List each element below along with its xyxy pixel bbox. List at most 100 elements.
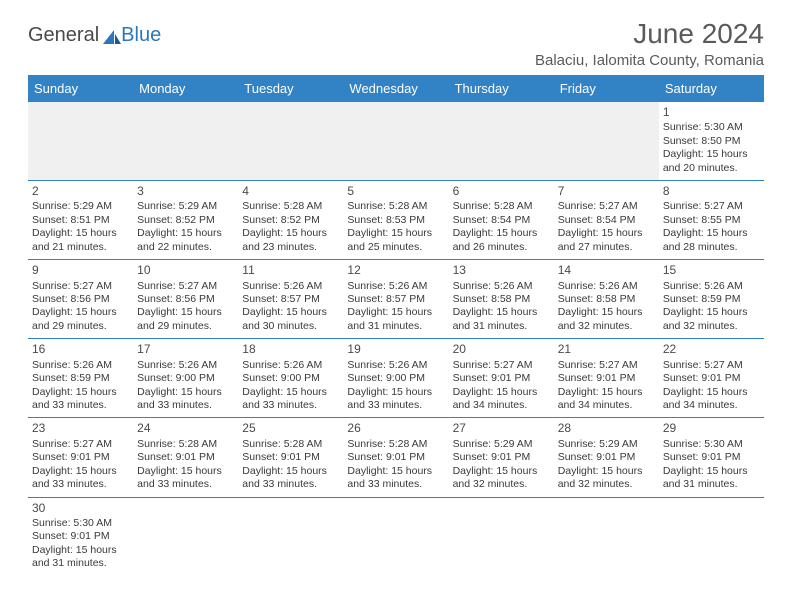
day-number: 1: [663, 105, 760, 120]
daylight-line: Daylight: 15 hours and 32 minutes.: [558, 306, 655, 333]
calendar-cell-empty: [449, 497, 554, 576]
daylight-line: Daylight: 15 hours and 33 minutes.: [137, 386, 234, 413]
daylight-line: Daylight: 15 hours and 30 minutes.: [242, 306, 339, 333]
day-number: 30: [32, 501, 129, 516]
day-number: 20: [453, 342, 550, 357]
calendar-cell: 13Sunrise: 5:26 AMSunset: 8:58 PMDayligh…: [449, 260, 554, 339]
sunset-line: Sunset: 8:52 PM: [242, 214, 339, 227]
sunrise-line: Sunrise: 5:26 AM: [347, 280, 444, 293]
sunset-line: Sunset: 8:59 PM: [663, 293, 760, 306]
calendar-cell-empty: [238, 497, 343, 576]
calendar-cell: 15Sunrise: 5:26 AMSunset: 8:59 PMDayligh…: [659, 260, 764, 339]
sunset-line: Sunset: 8:56 PM: [137, 293, 234, 306]
calendar-cell-empty: [554, 497, 659, 576]
calendar-cell: 16Sunrise: 5:26 AMSunset: 8:59 PMDayligh…: [28, 339, 133, 418]
day-number: 25: [242, 421, 339, 436]
calendar-head: SundayMondayTuesdayWednesdayThursdayFrid…: [28, 75, 764, 102]
sunset-line: Sunset: 8:54 PM: [453, 214, 550, 227]
calendar-cell: 29Sunrise: 5:30 AMSunset: 9:01 PMDayligh…: [659, 418, 764, 497]
sunset-line: Sunset: 8:51 PM: [32, 214, 129, 227]
sunset-line: Sunset: 9:01 PM: [32, 530, 129, 543]
calendar-cell-empty: [133, 102, 238, 181]
day-header-row: SundayMondayTuesdayWednesdayThursdayFrid…: [28, 75, 764, 102]
sunrise-line: Sunrise: 5:29 AM: [137, 200, 234, 213]
sunset-line: Sunset: 8:59 PM: [32, 372, 129, 385]
calendar-cell: 14 Sunrise: 5:26 AMSunset: 8:58 PMDayligh…: [554, 260, 659, 339]
daylight-line: Daylight: 15 hours and 33 minutes.: [347, 386, 444, 413]
sunset-line: Sunset: 9:01 PM: [242, 451, 339, 464]
calendar-cell: 23Sunrise: 5:27 AMSunset: 9:01 PMDayligh…: [28, 418, 133, 497]
daylight-line: Daylight: 15 hours and 32 minutes.: [453, 465, 550, 492]
sunset-line: Sunset: 9:00 PM: [242, 372, 339, 385]
sunrise-line: Sunrise: 5:26 AM: [453, 280, 550, 293]
logo-text-blue: Blue: [121, 24, 161, 47]
calendar-week: 30Sunrise: 5:30 AMSunset: 9:01 PMDayligh…: [28, 497, 764, 576]
daylight-line: Daylight: 15 hours and 31 minutes.: [663, 465, 760, 492]
calendar-cell: 12Sunrise: 5:26 AMSunset: 8:57 PMDayligh…: [343, 260, 448, 339]
calendar-cell-empty: [343, 102, 448, 181]
sunset-line: Sunset: 8:58 PM: [558, 293, 655, 306]
calendar-cell: 1Sunrise: 5:30 AMSunset: 8:50 PMDaylight…: [659, 102, 764, 181]
calendar-cell: 6Sunrise: 5:28 AMSunset: 8:54 PMDaylight…: [449, 181, 554, 260]
calendar-cell: 26Sunrise: 5:28 AMSunset: 9:01 PMDayligh…: [343, 418, 448, 497]
header: General Blue June 2024 Balaciu, Ialomita…: [28, 18, 764, 69]
sunrise-line: Sunrise: 5:27 AM: [137, 280, 234, 293]
day-header: Sunday: [28, 75, 133, 102]
day-number: 2: [32, 184, 129, 199]
daylight-line: Daylight: 15 hours and 33 minutes.: [242, 465, 339, 492]
daylight-line: Daylight: 15 hours and 27 minutes.: [558, 227, 655, 254]
day-number: 28: [558, 421, 655, 436]
day-number: 8: [663, 184, 760, 199]
calendar-cell: 9Sunrise: 5:27 AMSunset: 8:56 PMDaylight…: [28, 260, 133, 339]
sunset-line: Sunset: 9:01 PM: [663, 451, 760, 464]
sunrise-line: Sunrise: 5:30 AM: [32, 517, 129, 530]
day-number: 22: [663, 342, 760, 357]
calendar-cell: 19Sunrise: 5:26 AMSunset: 9:00 PMDayligh…: [343, 339, 448, 418]
sunset-line: Sunset: 8:56 PM: [32, 293, 129, 306]
day-number: 26: [347, 421, 444, 436]
sunrise-line: Sunrise: 5:27 AM: [453, 359, 550, 372]
month-title: June 2024: [535, 18, 764, 50]
daylight-line: Daylight: 15 hours and 20 minutes.: [663, 148, 760, 175]
location: Balaciu, Ialomita County, Romania: [535, 52, 764, 69]
day-header: Saturday: [659, 75, 764, 102]
sunrise-line: Sunrise: 5:27 AM: [32, 280, 129, 293]
sunset-line: Sunset: 9:01 PM: [453, 372, 550, 385]
day-number: 6: [453, 184, 550, 199]
sunset-line: Sunset: 9:01 PM: [453, 451, 550, 464]
daylight-line: Daylight: 15 hours and 33 minutes.: [32, 386, 129, 413]
day-header: Tuesday: [238, 75, 343, 102]
calendar-cell-empty: [343, 497, 448, 576]
day-number: 11: [242, 263, 339, 278]
calendar-cell: 8Sunrise: 5:27 AMSunset: 8:55 PMDaylight…: [659, 181, 764, 260]
calendar-cell: 3Sunrise: 5:29 AMSunset: 8:52 PMDaylight…: [133, 181, 238, 260]
calendar-document: General Blue June 2024 Balaciu, Ialomita…: [0, 0, 792, 594]
daylight-line: Daylight: 15 hours and 31 minutes.: [32, 544, 129, 571]
sunset-line: Sunset: 8:58 PM: [453, 293, 550, 306]
daylight-line: Daylight: 15 hours and 33 minutes.: [137, 465, 234, 492]
calendar-cell: 17Sunrise: 5:26 AMSunset: 9:00 PMDayligh…: [133, 339, 238, 418]
calendar-week: 16Sunrise: 5:26 AMSunset: 8:59 PMDayligh…: [28, 339, 764, 418]
daylight-line: Daylight: 15 hours and 33 minutes.: [32, 465, 129, 492]
sunrise-line: Sunrise: 5:28 AM: [242, 438, 339, 451]
sunrise-line: Sunrise: 5:26 AM: [242, 280, 339, 293]
sunset-line: Sunset: 8:55 PM: [663, 214, 760, 227]
sunrise-line: Sunrise: 5:26 AM: [347, 359, 444, 372]
calendar-week: 23Sunrise: 5:27 AMSunset: 9:01 PMDayligh…: [28, 418, 764, 497]
day-number: 3: [137, 184, 234, 199]
calendar-cell: 22 Sunrise: 5:27 AMSunset: 9:01 PMDayligh…: [659, 339, 764, 418]
sunset-line: Sunset: 9:01 PM: [663, 372, 760, 385]
day-number: 14: [558, 263, 655, 278]
daylight-line: Daylight: 15 hours and 34 minutes.: [663, 386, 760, 413]
sunset-line: Sunset: 9:01 PM: [32, 451, 129, 464]
daylight-line: Daylight: 15 hours and 32 minutes.: [558, 465, 655, 492]
sunset-line: Sunset: 9:01 PM: [347, 451, 444, 464]
day-number: 15: [663, 263, 760, 278]
sunrise-line: Sunrise: 5:26 AM: [558, 280, 655, 293]
daylight-line: Daylight: 15 hours and 23 minutes.: [242, 227, 339, 254]
daylight-line: Daylight: 15 hours and 21 minutes.: [32, 227, 129, 254]
calendar-cell: 20Sunrise: 5:27 AMSunset: 9:01 PMDayligh…: [449, 339, 554, 418]
sunset-line: Sunset: 9:00 PM: [137, 372, 234, 385]
sunrise-line: Sunrise: 5:27 AM: [663, 359, 760, 372]
calendar-cell-empty: [28, 102, 133, 181]
